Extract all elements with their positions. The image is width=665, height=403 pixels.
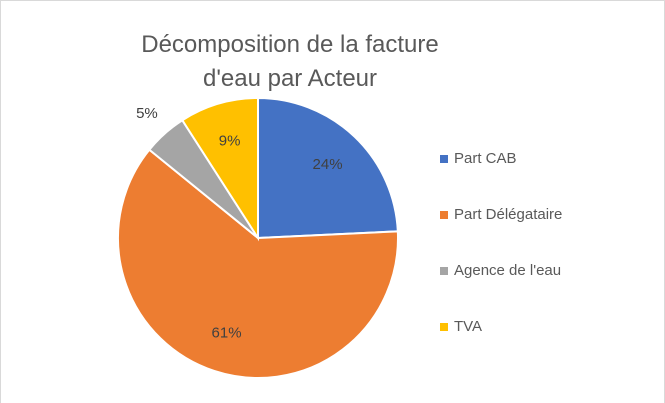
legend-swatch [440, 211, 448, 219]
pie-slice [117, 148, 399, 379]
legend-swatch [440, 323, 448, 331]
data-label: 5% [136, 105, 158, 122]
legend-label: Part CAB [454, 150, 517, 167]
legend-label: Agence de l'eau [454, 262, 561, 279]
pie-slice [180, 96, 259, 242]
chart-title: Décomposition de la facture d'eau par Ac… [141, 31, 439, 92]
legend-swatch [440, 267, 448, 275]
data-label: 24% [313, 156, 343, 173]
pie-slice [257, 96, 399, 240]
legend-label: TVA [454, 318, 482, 335]
legend-swatch [440, 155, 448, 163]
legend-label: Part Délégataire [454, 206, 562, 223]
data-label: 61% [212, 325, 242, 342]
data-label: 9% [219, 132, 241, 149]
